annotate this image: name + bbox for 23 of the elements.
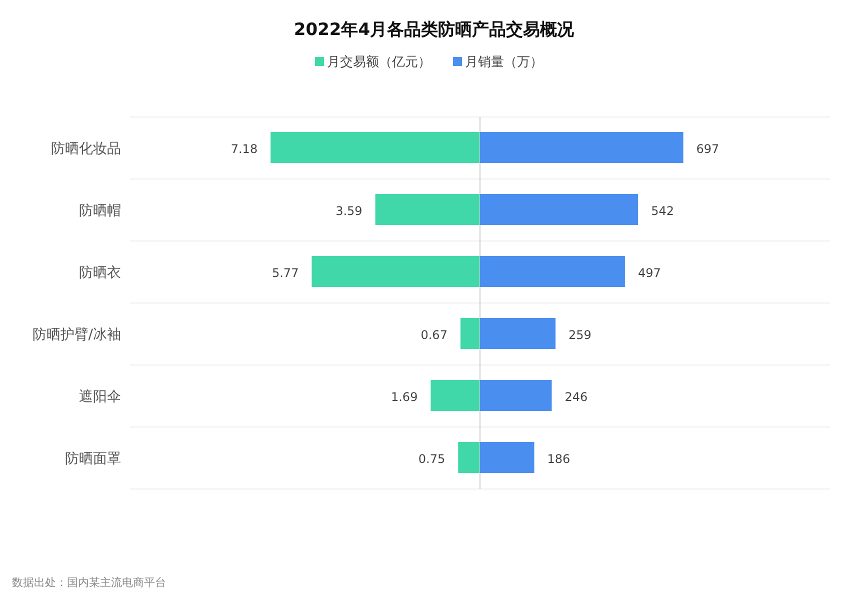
chart-title: 2022年4月各品类防晒产品交易概况 bbox=[294, 20, 576, 40]
data-label: 186 bbox=[547, 452, 570, 466]
data-label: 697 bbox=[696, 142, 720, 156]
data-label: 7.18 bbox=[230, 142, 258, 156]
data-label: 3.59 bbox=[336, 204, 362, 218]
data-label: 0.67 bbox=[420, 328, 448, 342]
y-tick-label: 防晒帽 bbox=[79, 203, 121, 219]
y-tick-label: 防晒护臂/冰袖 bbox=[32, 327, 121, 343]
y-tick-label: 遮阳伞 bbox=[79, 389, 121, 405]
text: 数据出处：国内某主流电商平台 bbox=[12, 576, 166, 589]
data-label: 1.69 bbox=[390, 390, 418, 404]
data-label: 259 bbox=[568, 328, 592, 342]
bar bbox=[460, 318, 480, 349]
y-tick-label: 防晒衣 bbox=[79, 265, 121, 281]
data-label: 0.75 bbox=[418, 452, 446, 466]
data-label: 497 bbox=[638, 266, 661, 280]
legend-label: 月交易额（亿元） bbox=[327, 54, 431, 70]
y-tick-label: 防晒化妆品 bbox=[51, 141, 121, 157]
data-label: 542 bbox=[651, 204, 674, 218]
legend-label: 月销量（万） bbox=[465, 55, 543, 70]
data-label: 246 bbox=[564, 390, 588, 404]
y-tick-label: 防晒面罩 bbox=[65, 451, 121, 467]
data-label: 5.77 bbox=[272, 266, 299, 280]
